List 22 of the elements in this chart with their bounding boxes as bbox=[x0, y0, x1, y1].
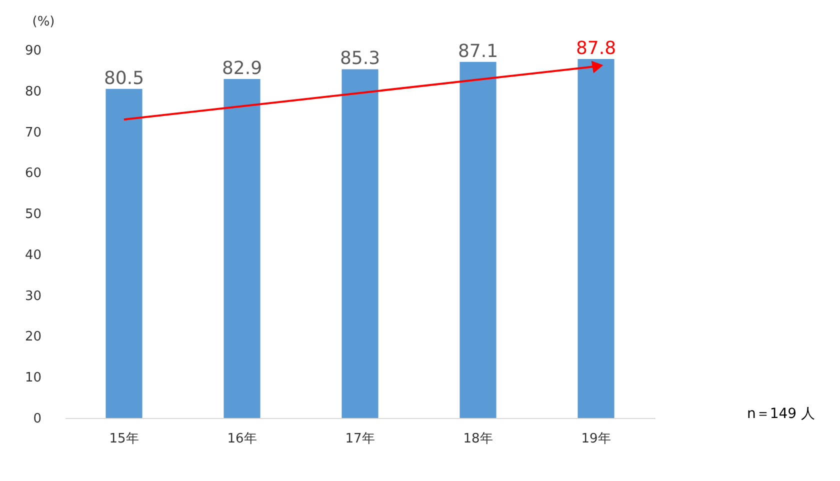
data-label: 87.1 bbox=[458, 40, 498, 62]
annotation: 87.8 bbox=[576, 38, 616, 59]
x-tick-label: 18年 bbox=[463, 432, 493, 446]
y-tick-label: 40 bbox=[24, 248, 42, 263]
y-tick-label: 80 bbox=[24, 84, 42, 100]
y-tick-label: 10 bbox=[24, 370, 42, 386]
y-tick-label: 30 bbox=[24, 288, 42, 304]
y-tick-label: 0 bbox=[33, 412, 42, 426]
data-label: 82.9 bbox=[222, 58, 262, 80]
y-tick-label: 70 bbox=[24, 125, 42, 140]
y-tick-label: 90 bbox=[24, 44, 42, 58]
text: n＝149 人 bbox=[746, 406, 815, 422]
y-tick-label: 60 bbox=[24, 166, 42, 182]
data-label: 85.3 bbox=[340, 48, 380, 70]
x-tick-label: 17年 bbox=[345, 432, 375, 446]
x-tick-label: 19年 bbox=[581, 432, 611, 446]
data-label: 80.5 bbox=[104, 68, 144, 89]
y-tick-label: 20 bbox=[24, 330, 42, 345]
x-tick-label: 15年 bbox=[109, 432, 139, 446]
y-axis-title: (%) bbox=[32, 14, 55, 30]
y-tick-label: 50 bbox=[24, 207, 42, 222]
x-tick-label: 16年 bbox=[227, 432, 257, 446]
